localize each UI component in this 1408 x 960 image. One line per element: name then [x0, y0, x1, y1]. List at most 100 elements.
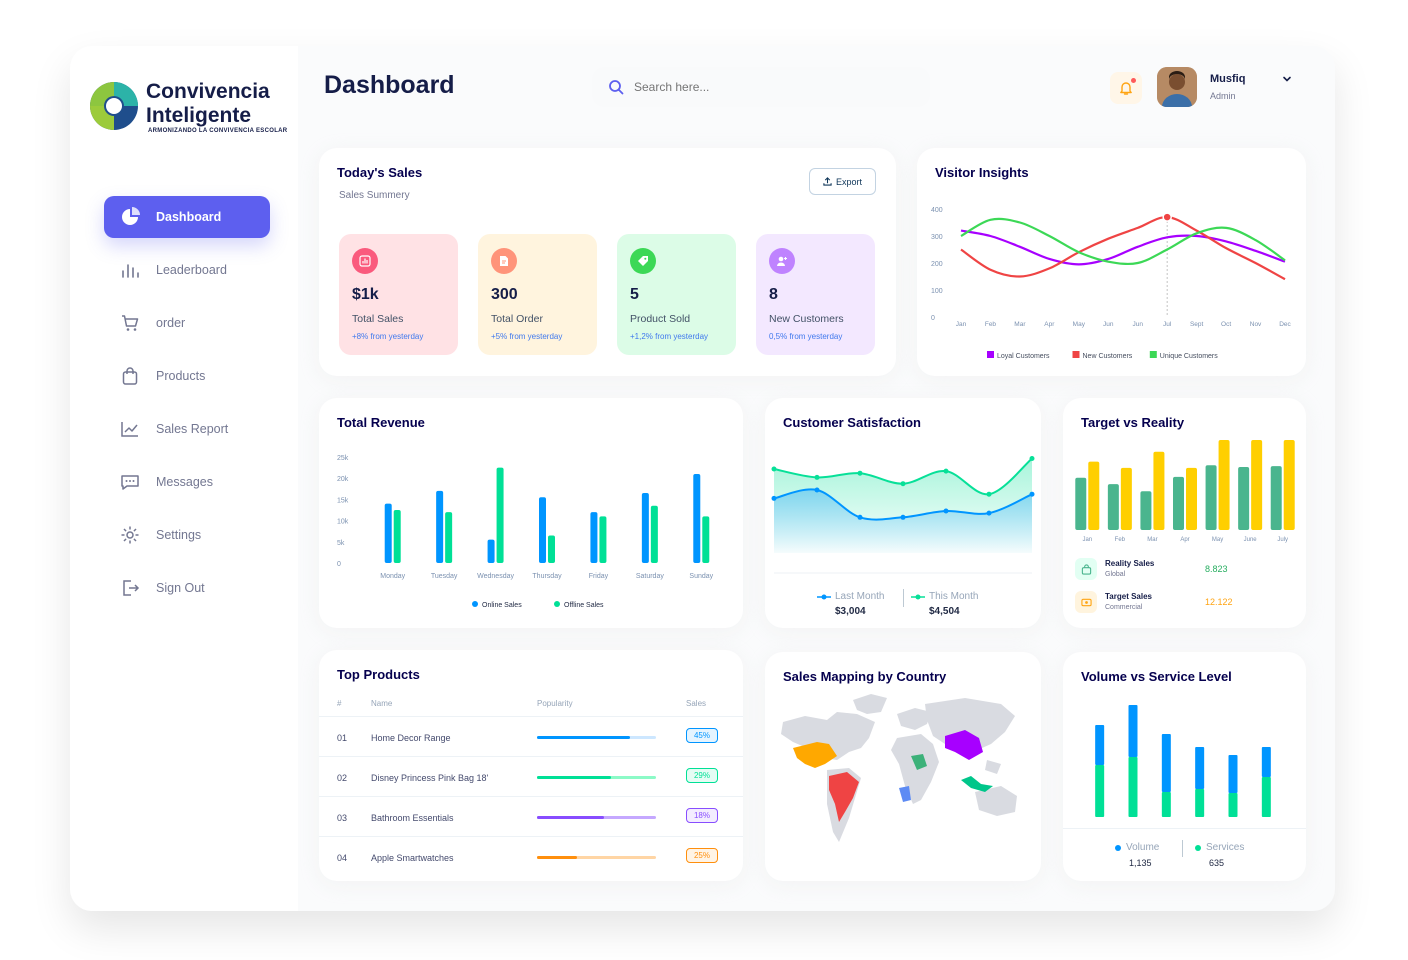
- sidebar-item-order[interactable]: order: [104, 302, 270, 344]
- x-tick-label: Jan: [956, 321, 967, 328]
- sidebar-item-dashboard[interactable]: Dashboard: [104, 196, 270, 238]
- table-row[interactable]: 02 Disney Princess Pink Bag 18' 29%: [319, 756, 743, 796]
- customer-satisfaction-chart: [771, 456, 1035, 574]
- bar-volume: [1128, 705, 1138, 757]
- x-tick-label: July: [1277, 537, 1288, 543]
- x-tick-label: Saturday: [636, 573, 665, 580]
- bell-icon: [1120, 82, 1132, 95]
- stat-card-total-sales: $1k Total Sales +8% from yesterday: [339, 234, 458, 355]
- sales-map-card: Sales Mapping by Country: [765, 652, 1041, 881]
- y-tick-label: 5k: [337, 540, 345, 547]
- table-row[interactable]: 03 Bathroom Essentials 18%: [319, 796, 743, 836]
- app-window: Convivencia Inteligente ARMONIZANDO LA C…: [70, 46, 1335, 911]
- export-label: Export: [835, 176, 862, 187]
- bar-online: [539, 497, 546, 563]
- map-region-north-america[interactable]: [793, 742, 837, 768]
- bar-online: [590, 512, 598, 563]
- bar-online: [693, 473, 701, 563]
- map-region-china[interactable]: [945, 730, 983, 760]
- volume-service-card: Volume vs Service Level Volume 1,135 Ser…: [1063, 652, 1306, 881]
- user-name: Musfiq: [1210, 73, 1246, 85]
- logo-icon: [90, 82, 138, 130]
- row-product-name: Bathroom Essentials: [371, 813, 454, 823]
- sidebar-item-sign-out[interactable]: Sign Out: [104, 567, 270, 609]
- last-month-value: $3,004: [835, 606, 866, 617]
- sidebar-item-messages[interactable]: Messages: [104, 461, 270, 503]
- reality-sales-value: 8.823: [1205, 564, 1228, 574]
- legend-last-month: Last Month: [817, 591, 884, 602]
- visitor-insights-card: Visitor Insights 400 300 200 100 0 Jan Feb Mar A…: [917, 148, 1306, 376]
- column-header-popularity: Popularity: [537, 699, 573, 708]
- sidebar-item-leaderboard[interactable]: Leaderboard: [104, 249, 270, 291]
- x-tick-label: June: [1244, 537, 1258, 543]
- map-region-africa-south[interactable]: [899, 786, 911, 802]
- x-tick-label: Monday: [380, 573, 405, 580]
- row-product-name: Apple Smartwatches: [371, 853, 454, 863]
- sign-out-icon: [123, 580, 140, 596]
- y-tick-label: 0: [337, 561, 341, 568]
- bar-target: [1218, 440, 1230, 530]
- point-this-month: [943, 468, 949, 474]
- table-row[interactable]: 04 Apple Smartwatches 25%: [319, 836, 743, 876]
- bar-target: [1153, 451, 1165, 530]
- bar-chart-icon: [359, 255, 371, 267]
- bar-target: [1088, 461, 1100, 530]
- search-input[interactable]: [634, 80, 894, 94]
- visitor-insights-chart: 400 300 200 100 0 Jan Feb Mar Apr May Jun Jun Jul Sep…: [931, 207, 1292, 360]
- page-title: Dashboard: [324, 71, 455, 99]
- x-tick-label: Mar: [1014, 321, 1026, 328]
- sales-badge: 29%: [686, 768, 718, 783]
- legend-label: Loyal Customers: [997, 353, 1050, 360]
- sidebar-item-products[interactable]: Products: [104, 355, 270, 397]
- legend-swatch: [987, 351, 994, 358]
- x-tick-label: Friday: [589, 573, 609, 580]
- sidebar-item-sales-report[interactable]: Sales Report: [104, 408, 270, 450]
- avatar-image: [1157, 67, 1197, 107]
- reality-sales-label: Reality Sales: [1105, 559, 1155, 568]
- x-tick-label: Sept: [1190, 321, 1204, 328]
- card-title: Sales Mapping by Country: [783, 669, 947, 684]
- shopping-bag-icon: [1081, 563, 1091, 575]
- legend-line-icon: [817, 594, 831, 599]
- search-bar[interactable]: [592, 67, 930, 107]
- y-tick-label: 100: [931, 288, 943, 295]
- world-map[interactable]: [765, 652, 1041, 881]
- map-region-africa-east[interactable]: [911, 754, 927, 770]
- stat-icon-wrap: [352, 248, 378, 274]
- tag-icon: [638, 256, 648, 266]
- services-value: 635: [1209, 858, 1225, 868]
- legend-dot: [554, 601, 560, 607]
- avatar[interactable]: [1157, 67, 1197, 107]
- bar-services: [1128, 757, 1138, 817]
- map-region-south-america[interactable]: [829, 772, 859, 822]
- brand-tagline: ARMONIZANDO LA CONVIVENCIA ESCOLAR: [148, 128, 288, 134]
- brand-logo[interactable]: Convivencia Inteligente ARMONIZANDO LA C…: [86, 78, 288, 138]
- x-tick-label: Apr: [1180, 537, 1189, 543]
- sidebar-item-settings[interactable]: Settings: [104, 514, 270, 556]
- sidebar-item-label: Dashboard: [156, 210, 222, 224]
- row-number: 04: [337, 853, 348, 863]
- stat-label: Total Sales: [352, 313, 404, 325]
- map-region-indonesia[interactable]: [961, 776, 993, 792]
- bar-target: [1251, 440, 1263, 530]
- legend-line-icon: [911, 594, 925, 599]
- sidebar-item-label: Leaderboard: [156, 263, 227, 277]
- divider: [1063, 828, 1306, 829]
- bar-target: [1120, 467, 1132, 530]
- table-row[interactable]: 01 Home Decor Range 45%: [319, 716, 743, 756]
- bar-chart-icon: [122, 264, 139, 278]
- point-this-month: [771, 466, 777, 472]
- shopping-bag-icon: [122, 367, 138, 385]
- chevron-down-icon[interactable]: [1280, 72, 1294, 86]
- notification-button[interactable]: [1110, 72, 1142, 104]
- card-subtitle: Sales Summery: [339, 190, 410, 201]
- point-this-month: [857, 470, 863, 476]
- legend-label: This Month: [929, 591, 979, 602]
- stat-value: $1k: [352, 286, 379, 303]
- stat-label: Product Sold: [630, 313, 691, 325]
- this-month-value: $4,504: [929, 606, 960, 617]
- point-this-month: [900, 481, 906, 487]
- export-button[interactable]: Export: [809, 168, 876, 195]
- total-revenue-chart: 25k 20k 15k 10k 5k 0 Monday Tuesday Wednesday Thu…: [337, 455, 714, 609]
- legend-label: Online Sales: [482, 602, 522, 609]
